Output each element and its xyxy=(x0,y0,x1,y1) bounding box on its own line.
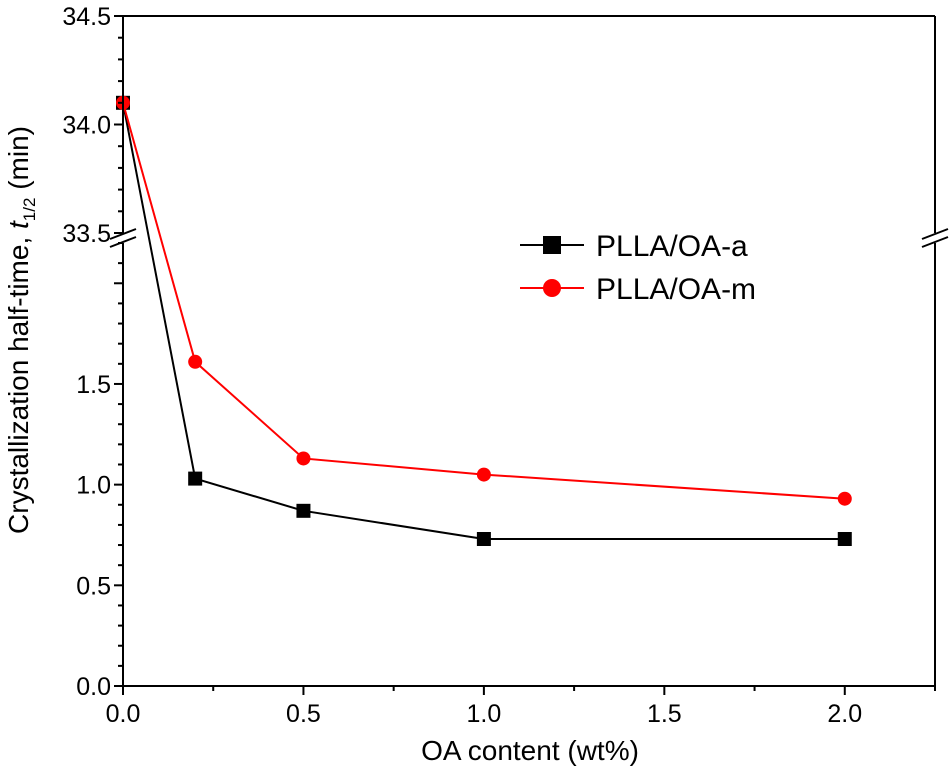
x-tick-label: 1.0 xyxy=(467,700,502,728)
data-point-square xyxy=(476,532,491,547)
data-point-circle xyxy=(188,354,203,369)
y-axis-title-suffix: (min) xyxy=(3,126,34,198)
y-tick-label: 34.5 xyxy=(62,3,111,31)
axis-break-right-upper xyxy=(921,228,949,240)
tick-labels: 0.0 0.5 1.0 1.5 2.0 0.0 0.5 1.0 1.5 33.5 34.0 34.5 xyxy=(62,3,862,728)
y-axis-title-subscript: 1/2 xyxy=(20,198,39,222)
legend-label: PLLA/OA-m xyxy=(596,273,756,306)
legend-marker-circle xyxy=(543,279,561,297)
data-point-circle xyxy=(476,467,491,482)
x-tick-label: 0.5 xyxy=(286,700,321,728)
data-point-circle xyxy=(837,491,852,506)
legend-label: PLLA/OA-a xyxy=(596,230,748,263)
series-layer xyxy=(116,95,852,547)
y-tick-label: 1.0 xyxy=(76,472,111,500)
x-tick-label: 1.5 xyxy=(647,700,682,728)
data-point-circle xyxy=(296,451,311,466)
y-axis-title: Crystallization half-time, t1/2 (min) xyxy=(3,126,39,534)
y-tick-label: 0.5 xyxy=(76,572,111,600)
data-point-square xyxy=(837,532,852,547)
y-axis-title-prefix: Crystallization half-time, xyxy=(3,229,34,534)
x-tick-label: 2.0 xyxy=(827,700,862,728)
y-tick-label: 34.0 xyxy=(62,112,111,140)
y-axis-title-symbol: t xyxy=(3,220,34,229)
x-axis-title: OA content (wt%) xyxy=(421,735,639,766)
y-tick-label: 1.5 xyxy=(76,371,111,399)
legend: PLLA/OA-a PLLA/OA-m xyxy=(520,230,756,306)
data-point-square xyxy=(296,503,311,518)
axis-break-right-lower xyxy=(921,236,949,248)
legend-marker-square xyxy=(543,236,561,254)
plot-frame xyxy=(122,15,936,687)
x-tick-label: 0.0 xyxy=(106,700,141,728)
y-tick-label: 0.0 xyxy=(76,673,111,701)
data-point-square xyxy=(188,471,203,486)
y-tick-label: 33.5 xyxy=(62,220,111,248)
axis-ticks xyxy=(114,15,936,695)
